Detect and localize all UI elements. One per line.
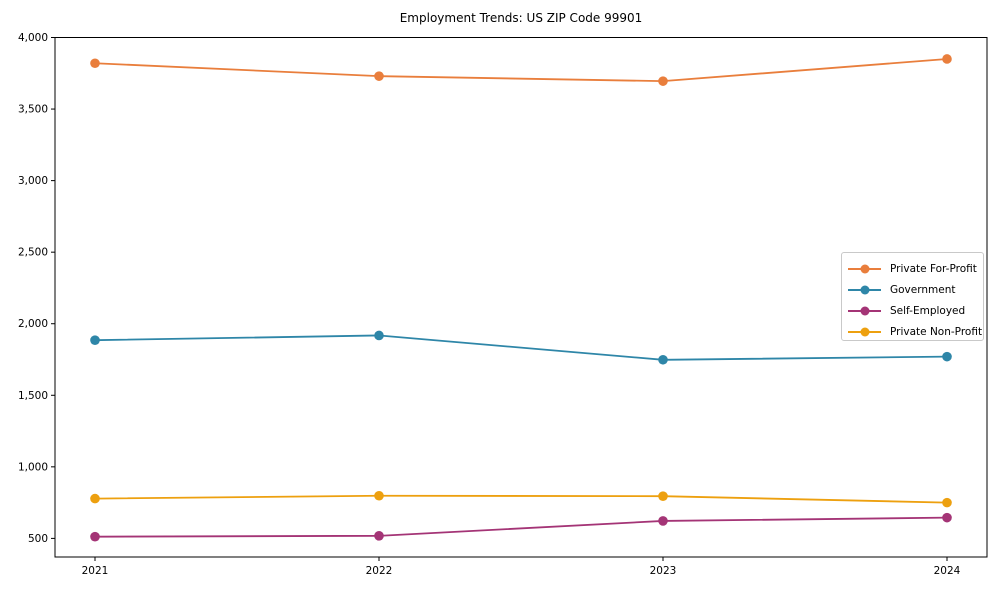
y-tick-label: 1,000: [18, 461, 48, 473]
data-point-private-non-profit-2024: [942, 497, 952, 508]
y-tick-label: 3,000: [18, 175, 48, 187]
data-point-self-employed-2021: [90, 531, 100, 542]
x-tick-label: 2023: [650, 565, 677, 577]
legend-item-self-employed: Self-Employed: [848, 300, 983, 321]
legend-label: Private For-Profit: [890, 262, 977, 275]
data-point-self-employed-2023: [658, 516, 668, 526]
y-tick-label: 4,000: [18, 32, 48, 44]
y-tick-label: 500: [28, 533, 48, 545]
y-tick-label: 3,500: [18, 104, 48, 116]
x-tick-label: 2021: [82, 565, 109, 577]
legend-dot-icon: [860, 327, 869, 336]
y-tick-label: 2,500: [18, 247, 48, 259]
data-point-private-non-profit-2021: [90, 493, 100, 504]
plot-frame: [54, 37, 988, 558]
series-line-government: [94, 334, 948, 361]
legend-line-marker-icon: [848, 285, 881, 294]
y-tick-label: 2,000: [18, 318, 48, 330]
data-point-self-employed-2022: [374, 531, 384, 541]
legend-label: Government: [890, 283, 956, 296]
data-point-private-for-profit-2022: [374, 71, 384, 81]
y-tick-label: 1,500: [18, 390, 48, 402]
data-point-government-2024: [942, 351, 952, 362]
chart-title: Employment Trends: US ZIP Code 99901: [399, 11, 643, 25]
legend-label: Private Non-Profit: [890, 325, 983, 338]
x-tick-label: 2022: [366, 565, 393, 577]
legend-item-government: Government: [848, 279, 983, 300]
legend-line-marker-icon: [848, 306, 881, 315]
legend-item-private-non-profit: Private Non-Profit: [848, 321, 983, 342]
legend-line-marker-icon: [848, 264, 881, 273]
data-point-private-for-profit-2021: [90, 58, 100, 69]
data-point-government-2022: [374, 330, 384, 341]
legend: Private For-Profit Government Self-Emplo…: [841, 252, 984, 341]
legend-line-marker-icon: [848, 327, 881, 336]
legend-item-private-for-profit: Private For-Profit: [848, 258, 983, 279]
legend-dot-icon: [860, 264, 869, 273]
legend-label: Self-Employed: [890, 304, 966, 317]
series-line-self-employed: [94, 516, 948, 538]
data-point-private-non-profit-2022: [374, 490, 384, 501]
data-point-government-2023: [658, 354, 668, 365]
legend-dot-icon: [860, 306, 869, 315]
series-line-private-non-profit: [94, 494, 948, 504]
data-point-government-2021: [90, 335, 100, 345]
data-point-private-non-profit-2023: [658, 491, 668, 501]
data-point-self-employed-2024: [942, 512, 952, 523]
series-line-private-for-profit: [94, 58, 948, 83]
legend-dot-icon: [860, 285, 869, 294]
data-point-private-for-profit-2023: [658, 76, 668, 86]
data-point-private-for-profit-2024: [942, 54, 952, 64]
x-tick-label: 2024: [934, 565, 961, 577]
